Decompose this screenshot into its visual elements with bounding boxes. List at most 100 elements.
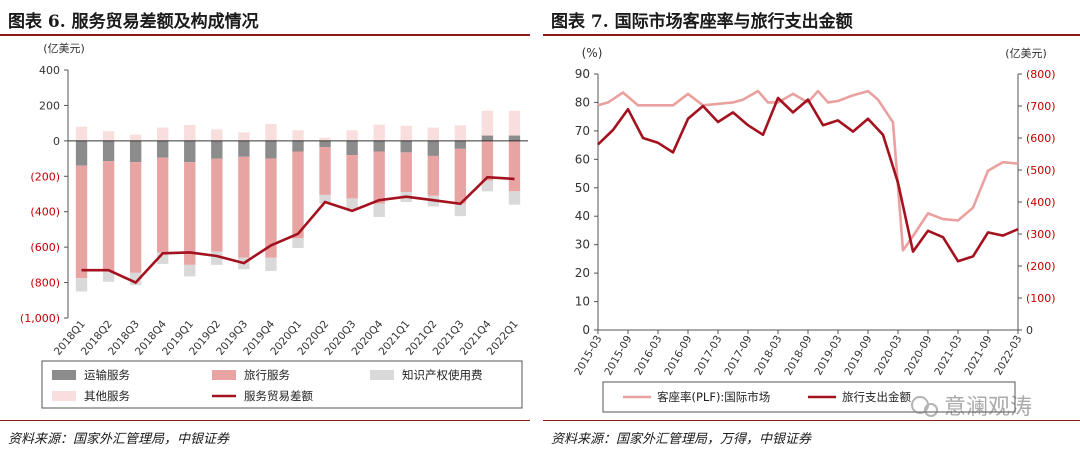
bar-segment — [184, 264, 196, 277]
right-y-tick-label: (400) — [1026, 196, 1056, 209]
left-y-tick-label: 30 — [575, 238, 590, 252]
bar-segment — [238, 132, 250, 141]
bar-segment — [129, 134, 142, 141]
bar-segment — [75, 140, 88, 166]
bar-segment — [454, 148, 467, 204]
right-chart-title: 图表 7. 国际市场客座率与旅行支出金额 — [551, 12, 853, 32]
load-factor-travel-chart: (%) (亿美元) 0 10 20 30 40 50 60 70 80 90 0 (100) (200) (3… — [572, 46, 1056, 413]
bar-segment — [157, 157, 169, 253]
x-tick-label: 2019-03 — [812, 334, 844, 378]
left-y-tick-label: 90 — [575, 67, 590, 81]
bar-segment — [481, 180, 494, 192]
y-tick-label: (400) — [30, 206, 60, 219]
left-chart-title: 图表 6. 服务贸易差额及构成情况 — [8, 12, 259, 32]
bar-segment — [129, 140, 142, 163]
x-tick-label: 2020-03 — [872, 334, 904, 378]
x-tick-label: 2021-09 — [962, 334, 994, 378]
x-tick-label: 2018-03 — [752, 334, 784, 378]
y-tick-label: (600) — [30, 241, 60, 254]
bar-segment — [292, 130, 304, 141]
bar-segment — [427, 155, 439, 196]
bar-segment — [508, 135, 521, 141]
bar-segment — [292, 140, 304, 152]
right-panel: 图表 7. 国际市场客座率与旅行支出金额 (%) (亿美元) 0 10 20 30 40 50… — [543, 0, 1080, 453]
bar-segment — [102, 140, 115, 162]
bar-segment — [184, 140, 196, 163]
legend-swatch — [212, 370, 236, 380]
y-tick-label: 0 — [53, 135, 60, 148]
bar-segment — [373, 124, 385, 141]
bar-segment — [238, 156, 250, 258]
left-y-tick-label: 50 — [575, 181, 590, 195]
bar-segment — [265, 124, 277, 141]
bar-segment — [454, 125, 467, 141]
right-y-tick-label: (300) — [1026, 228, 1056, 241]
bar-segment — [265, 140, 277, 159]
load-factor-line — [597, 89, 1019, 252]
legend-swatch — [52, 391, 76, 401]
bar-segment — [292, 151, 304, 239]
y-tick-label: (200) — [30, 170, 60, 183]
bar-segment — [373, 140, 385, 152]
bar-segment — [400, 152, 412, 193]
bar-segment — [157, 127, 169, 141]
x-tick-label: 2022-03 — [992, 334, 1024, 378]
left-y-tick-label: 80 — [575, 95, 590, 109]
bar-segment — [292, 238, 304, 249]
y-tick-label: (1,000) — [20, 312, 60, 325]
bar-segment — [508, 110, 521, 136]
legend-label: 运输服务 — [84, 368, 130, 382]
bar-segment — [184, 124, 196, 141]
bar-segment — [211, 251, 223, 265]
y-tick-label: (800) — [30, 277, 60, 290]
bar-segment — [508, 140, 521, 192]
right-y-tick-label: (800) — [1026, 68, 1056, 81]
right-y-tick-label: (200) — [1026, 260, 1056, 273]
bar-segment — [129, 162, 142, 273]
bar-segment — [346, 130, 358, 141]
bar-segment — [75, 278, 88, 292]
legend-label: 服务贸易差额 — [244, 389, 313, 403]
bar-segment — [319, 194, 331, 204]
bar-segment — [481, 135, 494, 141]
x-tick-label: 2018-09 — [782, 334, 814, 378]
bar-segment — [75, 126, 88, 141]
x-tick-label: 2015-03 — [572, 334, 604, 378]
left-y-tick-label: 0 — [582, 323, 590, 337]
right-y-tick-label: (100) — [1026, 292, 1056, 305]
bar-segment — [265, 257, 277, 272]
bar-segment — [319, 137, 331, 141]
left-panel: 图表 6. 服务贸易差额及构成情况 (亿美元) (1,000) (800) (600)… — [0, 0, 530, 453]
bar-segment — [319, 140, 331, 148]
legend-swatch — [52, 370, 76, 380]
bar-segment — [102, 271, 115, 282]
net-balance-line — [81, 175, 515, 285]
bar-segment — [184, 162, 196, 265]
bar-segment — [427, 127, 439, 141]
left-source-rule — [0, 420, 530, 421]
bar-segment — [157, 252, 169, 264]
bar-segment — [373, 203, 385, 218]
right-y-tick-label: (500) — [1026, 164, 1056, 177]
right-source-note: 资料来源：国家外汇管理局，万得，中银证券 — [551, 432, 812, 447]
bar-segment — [157, 140, 169, 158]
travel-spending-line — [597, 96, 1019, 263]
bar-segment — [373, 151, 385, 204]
bar-segment — [102, 161, 115, 272]
legend-swatch — [370, 370, 394, 380]
left-y-tick-label: 60 — [575, 152, 590, 166]
x-tick-label: 2017-09 — [722, 334, 754, 378]
legend-label: 知识产权使用费 — [402, 368, 483, 382]
bar-segment — [129, 272, 142, 286]
bar-segment — [265, 158, 277, 258]
bar-segment — [481, 110, 494, 136]
right-axis-unit: (亿美元) — [1005, 47, 1047, 60]
service-trade-chart: (亿美元)(1,000)(800)(600)(400)(200)02004002… — [20, 42, 528, 409]
left-y-tick-label: 10 — [575, 295, 590, 309]
left-y-tick-label: 20 — [575, 266, 590, 280]
left-y-tick-label: 40 — [575, 209, 590, 223]
legend-label: 客座率(PLF):国际市场 — [657, 390, 770, 404]
x-tick-label: 2016-09 — [662, 334, 694, 378]
left-title-rule — [0, 34, 530, 36]
x-tick-label: 2020-09 — [902, 334, 934, 378]
